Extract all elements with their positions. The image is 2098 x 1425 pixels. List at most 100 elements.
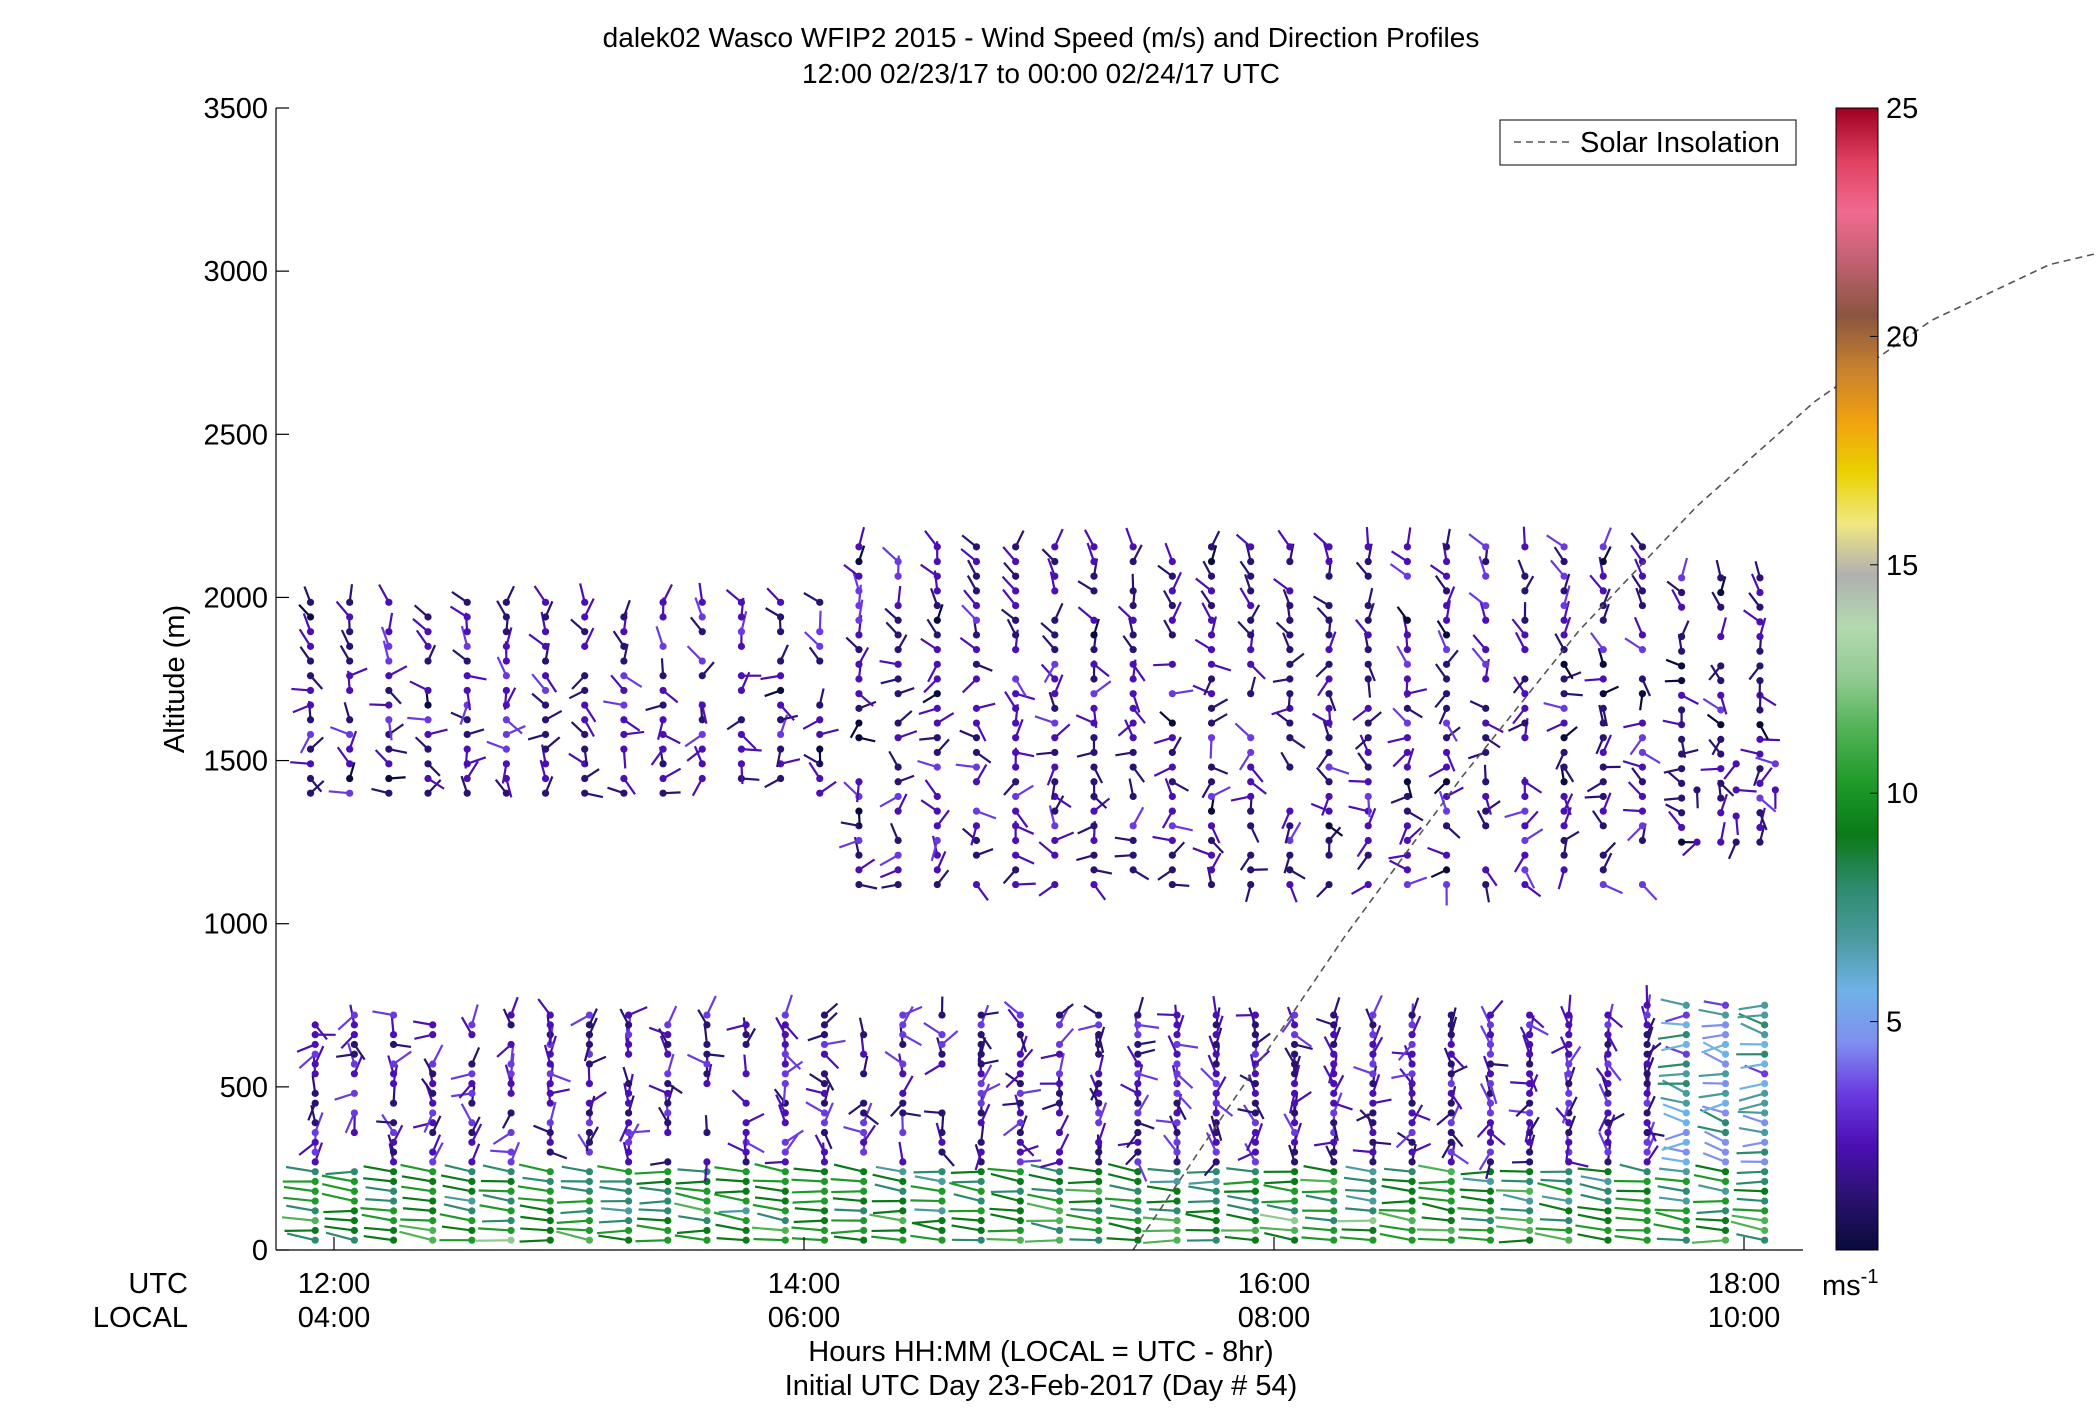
wind-barb	[1201, 778, 1216, 799]
wind-barb	[620, 672, 643, 688]
wind-barb	[458, 1079, 476, 1099]
wind-barb	[938, 1114, 946, 1137]
wind-barb	[1251, 1099, 1265, 1120]
wind-barb	[1303, 1165, 1338, 1176]
wind-barb	[1638, 690, 1647, 711]
y-tick-label: 2500	[203, 419, 268, 451]
wind-barb	[686, 745, 706, 762]
wind-barb	[1275, 711, 1294, 727]
wind-barb	[855, 807, 863, 828]
wind-barb	[1457, 1207, 1495, 1215]
wind-barb	[1732, 1207, 1769, 1215]
wind-barb	[1288, 1089, 1299, 1114]
wind-barb	[1753, 765, 1764, 787]
wind-barb	[843, 563, 863, 580]
wind-barb	[389, 1040, 412, 1049]
wind-barb	[977, 1083, 991, 1107]
wind-barb	[1263, 1168, 1299, 1176]
wind-barb	[1251, 1032, 1271, 1049]
wind-barb	[531, 673, 550, 695]
wind-barb	[1629, 734, 1647, 756]
wind-barb	[1711, 735, 1725, 756]
wind-barb	[311, 1021, 328, 1041]
wind-barb	[1245, 543, 1255, 566]
colorbar-unit-label: ms-1	[1822, 1266, 1878, 1302]
wind-barb	[346, 730, 358, 753]
wind-barb	[1403, 704, 1423, 719]
wind-barb	[1002, 1099, 1024, 1107]
wind-barb	[664, 1005, 678, 1029]
wind-barb	[518, 1197, 554, 1205]
wind-barb	[1580, 1193, 1612, 1205]
wind-barb	[560, 1177, 594, 1186]
wind-barb	[1369, 1024, 1382, 1049]
local-row-label: LOCAL	[93, 1302, 188, 1334]
wind-barb	[737, 760, 746, 785]
wind-barb	[1599, 734, 1612, 757]
wind-barb	[972, 660, 993, 672]
wind-barb	[1482, 719, 1504, 734]
wind-barb	[1604, 1011, 1624, 1029]
wind-barb	[496, 1040, 515, 1058]
wind-barb	[1599, 704, 1608, 727]
wind-barb	[1117, 719, 1137, 737]
wind-barb	[1162, 1134, 1181, 1156]
wind-barb	[1364, 602, 1375, 624]
wind-barb	[884, 607, 902, 624]
wind-barb	[933, 809, 950, 830]
wind-barb	[1597, 647, 1607, 668]
wind-barb	[378, 584, 393, 606]
wind-barb	[299, 646, 315, 665]
wind-barb	[1634, 558, 1647, 580]
wind-barb	[742, 1054, 750, 1078]
wind-barb	[1442, 726, 1461, 742]
wind-barb	[1408, 1109, 1431, 1122]
wind-barb	[440, 1174, 476, 1186]
wind-barb	[1095, 1054, 1105, 1078]
wind-barb	[1665, 803, 1686, 817]
wind-barb	[452, 649, 471, 665]
wind-barb	[1643, 1145, 1659, 1166]
wind-barb	[286, 1232, 319, 1244]
wind-barb	[429, 1044, 444, 1068]
wind-barb	[1286, 652, 1305, 668]
wind-barb	[1107, 1162, 1142, 1176]
wind-barb	[1653, 1223, 1690, 1235]
wind-barb	[306, 774, 323, 793]
wind-barb	[1717, 617, 1727, 641]
wind-barb	[1526, 1070, 1538, 1093]
wind-barb	[463, 745, 471, 769]
wind-barb	[1560, 830, 1580, 845]
wind-barb	[581, 627, 595, 650]
wind-barb	[1495, 1216, 1534, 1225]
wind-barb	[1237, 1108, 1259, 1117]
wind-barb	[1499, 1168, 1534, 1176]
wind-barb	[1024, 1236, 1064, 1244]
wind-barb	[478, 1226, 515, 1235]
wind-barb	[1418, 1186, 1455, 1195]
wind-barb	[698, 582, 706, 606]
wind-barb	[972, 880, 989, 901]
wind-barb	[1700, 765, 1725, 773]
wind-barb	[346, 584, 354, 606]
wind-barb	[346, 762, 356, 783]
wind-barb	[1316, 607, 1333, 624]
wind-barb	[1237, 620, 1255, 639]
wind-barb	[860, 1035, 868, 1058]
wind-barb	[1619, 1163, 1651, 1176]
wind-barb	[400, 1163, 437, 1176]
wind-barb	[323, 1207, 358, 1215]
wind-barb	[1146, 1185, 1181, 1195]
wind-barb	[1345, 1187, 1377, 1195]
wind-barb	[1501, 1177, 1534, 1186]
wind-barb	[482, 1193, 515, 1205]
wind-barb	[656, 716, 667, 740]
wind-barb	[820, 1039, 846, 1049]
wind-barb	[1168, 689, 1194, 698]
x-tick-label-local: 04:00	[298, 1302, 371, 1334]
wind-barb	[1315, 1017, 1338, 1029]
wind-barb	[546, 1021, 554, 1046]
wind-barb	[1027, 1193, 1064, 1205]
wind-barb	[1560, 763, 1575, 783]
